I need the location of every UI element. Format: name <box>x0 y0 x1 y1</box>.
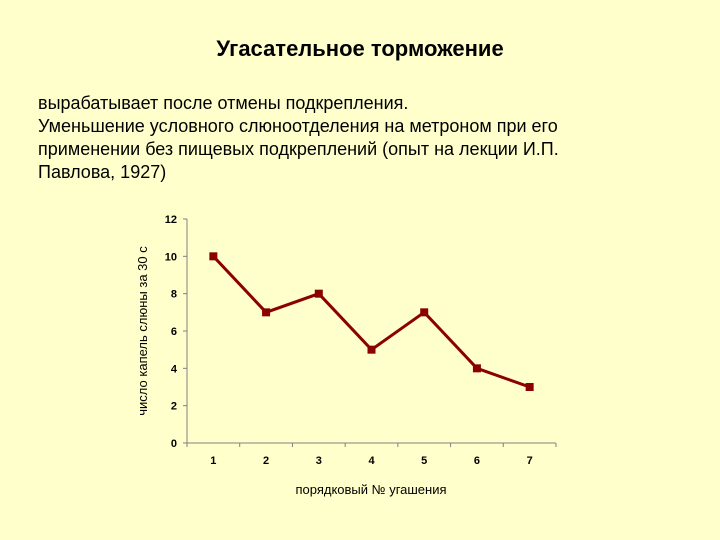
x-tick-label: 6 <box>474 455 480 467</box>
data-point <box>209 252 218 261</box>
y-tick-label: 6 <box>171 326 177 338</box>
y-tick-label: 8 <box>171 289 177 301</box>
y-tick-label: 12 <box>165 214 177 226</box>
y-tick-label: 10 <box>165 251 177 263</box>
x-tick-label: 5 <box>421 455 427 467</box>
data-point <box>314 289 323 298</box>
description-line: вырабатывает после отмены подкрепления. <box>38 93 409 113</box>
x-tick-label: 4 <box>368 455 375 467</box>
y-tick-label: 2 <box>171 401 177 413</box>
slide-description: вырабатывает после отмены подкрепления. … <box>38 92 698 184</box>
y-tick-label: 4 <box>171 363 178 375</box>
data-point <box>472 364 481 373</box>
x-tick-label: 2 <box>263 455 269 467</box>
description-line: Павлова, 1927) <box>38 162 167 182</box>
description-line: Уменьшение условного слюноотделения на м… <box>38 116 558 136</box>
y-tick-label: 0 <box>171 438 177 450</box>
data-point <box>262 308 271 317</box>
data-point <box>367 345 376 354</box>
x-tick-label: 7 <box>527 455 533 467</box>
x-axis-label: порядковый № угашения <box>295 482 446 497</box>
description-line: применении без пищевых подкреплений (опы… <box>38 139 559 159</box>
x-tick-label: 1 <box>210 455 216 467</box>
y-axis-label: число капель слюны за 30 с <box>135 246 150 416</box>
slide-title: Угасательное торможение <box>216 36 504 61</box>
data-point <box>525 383 534 391</box>
series-line <box>212 255 531 389</box>
x-tick-label: 3 <box>316 455 322 467</box>
data-point <box>420 308 429 317</box>
